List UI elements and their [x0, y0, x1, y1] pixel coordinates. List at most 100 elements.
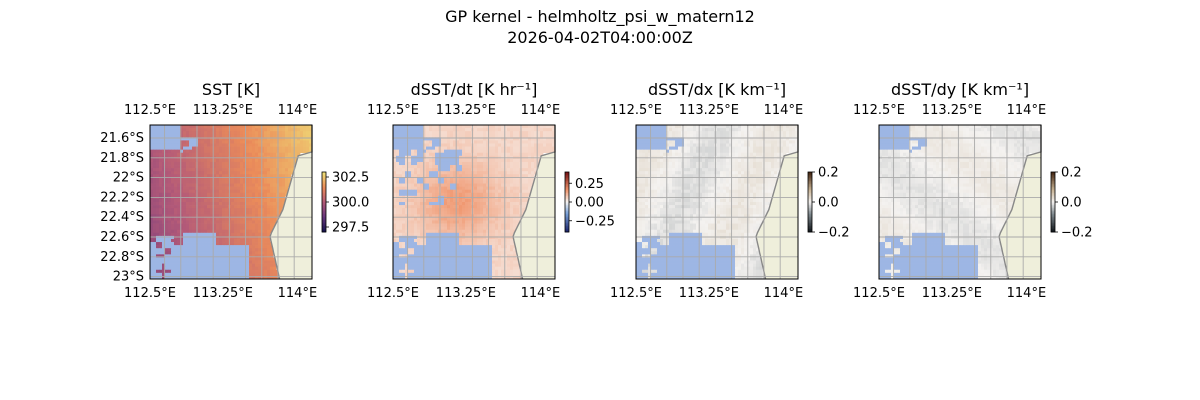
heatmap-cell: [192, 189, 196, 194]
heatmap-cell: [153, 220, 157, 224]
heatmap-cell: [723, 128, 727, 132]
heatmap-cell: [294, 152, 298, 157]
heatmap-cell: [213, 165, 217, 169]
heatmap-cell: [297, 149, 301, 154]
heatmap-cell: [396, 198, 400, 203]
heatmap-cell: [456, 263, 460, 268]
heatmap-cell: [723, 134, 727, 138]
heatmap-cell: [474, 266, 478, 271]
heatmap-cell: [429, 242, 433, 246]
heatmap-cell: [474, 131, 478, 135]
heatmap-cell: [402, 149, 406, 154]
heatmap-cell: [159, 205, 163, 209]
heatmap-cell: [396, 266, 400, 271]
heatmap-cell: [393, 229, 397, 234]
heatmap-cell: [495, 226, 499, 231]
heatmap-cell: [159, 275, 163, 280]
heatmap-cell: [786, 134, 790, 138]
heatmap-cell: [474, 217, 478, 221]
heatmap-cell: [252, 180, 256, 184]
heatmap-cell: [498, 174, 502, 178]
heatmap-cell: [678, 137, 682, 141]
heatmap-cell: [165, 229, 169, 234]
heatmap-cell: [516, 202, 520, 206]
heatmap-cell: [207, 220, 211, 224]
heatmap-cell: [420, 269, 424, 274]
heatmap-cell: [234, 235, 238, 240]
heatmap-cell: [435, 251, 439, 255]
heatmap-cell: [441, 143, 445, 147]
heatmap-cell: [513, 254, 517, 258]
heatmap-cell: [189, 232, 193, 237]
heatmap-cell: [231, 189, 235, 194]
heatmap-cell: [780, 128, 784, 132]
colorbar-step: [322, 188, 326, 191]
heatmap-cell: [435, 125, 439, 129]
heatmap-cell: [489, 232, 493, 237]
heatmap-cell: [213, 134, 217, 138]
heatmap-cell: [204, 217, 208, 221]
heatmap-cell: [237, 269, 241, 274]
heatmap-cell: [234, 266, 238, 271]
heatmap-cell: [453, 161, 457, 166]
heatmap-cell: [264, 168, 268, 172]
heatmap-cell: [657, 131, 661, 135]
heatmap-cell: [441, 189, 445, 194]
heatmap-cell: [237, 263, 241, 268]
heatmap-cell: [177, 134, 181, 138]
heatmap-cell: [504, 161, 508, 166]
heatmap-cell: [237, 229, 241, 234]
heatmap-cell: [477, 180, 481, 184]
heatmap-cell: [495, 202, 499, 206]
heatmap-cell: [249, 140, 253, 144]
heatmap-cell: [249, 223, 253, 227]
heatmap-cell: [426, 251, 430, 255]
heatmap-cell: [225, 198, 229, 203]
heatmap-cell: [480, 171, 484, 175]
heatmap-cell: [216, 174, 220, 178]
heatmap-cell: [309, 146, 313, 150]
heatmap-cell: [429, 226, 433, 231]
heatmap-cell: [648, 134, 652, 138]
colorbar-step: [565, 190, 569, 192]
heatmap-cell: [243, 171, 247, 175]
heatmap-cell: [288, 149, 292, 154]
heatmap-cell: [243, 168, 247, 172]
heatmap-cell: [459, 272, 463, 277]
heatmap-cell: [507, 128, 511, 132]
heatmap-cell: [294, 140, 298, 144]
heatmap-cell: [417, 235, 421, 240]
heatmap-cell: [261, 211, 265, 215]
heatmap-cell: [204, 168, 208, 172]
heatmap-cell: [456, 242, 460, 246]
heatmap-cell: [462, 254, 466, 258]
heatmap-cell: [552, 134, 556, 138]
heatmap-cell: [216, 260, 220, 264]
heatmap-cell: [213, 183, 217, 187]
heatmap-cell: [264, 272, 268, 277]
heatmap-cell: [222, 248, 226, 252]
heatmap-cell: [261, 128, 265, 132]
heatmap-cell: [411, 158, 415, 163]
heatmap-cell: [492, 137, 496, 141]
heatmap-cell: [249, 257, 253, 261]
heatmap-cell: [246, 171, 250, 175]
heatmap-cell: [486, 257, 490, 261]
heatmap-cell: [150, 248, 154, 252]
heatmap-cell: [459, 161, 463, 166]
heatmap-cell: [420, 205, 424, 209]
heatmap-cell: [546, 137, 550, 141]
heatmap-cell: [171, 272, 175, 277]
heatmap-cell: [234, 183, 238, 187]
heatmap-cell: [459, 211, 463, 215]
heatmap-cell: [429, 180, 433, 184]
heatmap-cell: [462, 189, 466, 194]
heatmap-cell: [201, 134, 205, 138]
heatmap-cell: [168, 263, 172, 268]
heatmap-cell: [177, 217, 181, 221]
heatmap-cell: [168, 223, 172, 227]
heatmap-cell: [405, 186, 409, 191]
heatmap-cell: [462, 226, 466, 231]
heatmap-cell: [210, 177, 214, 181]
heatmap-cell: [543, 131, 547, 135]
